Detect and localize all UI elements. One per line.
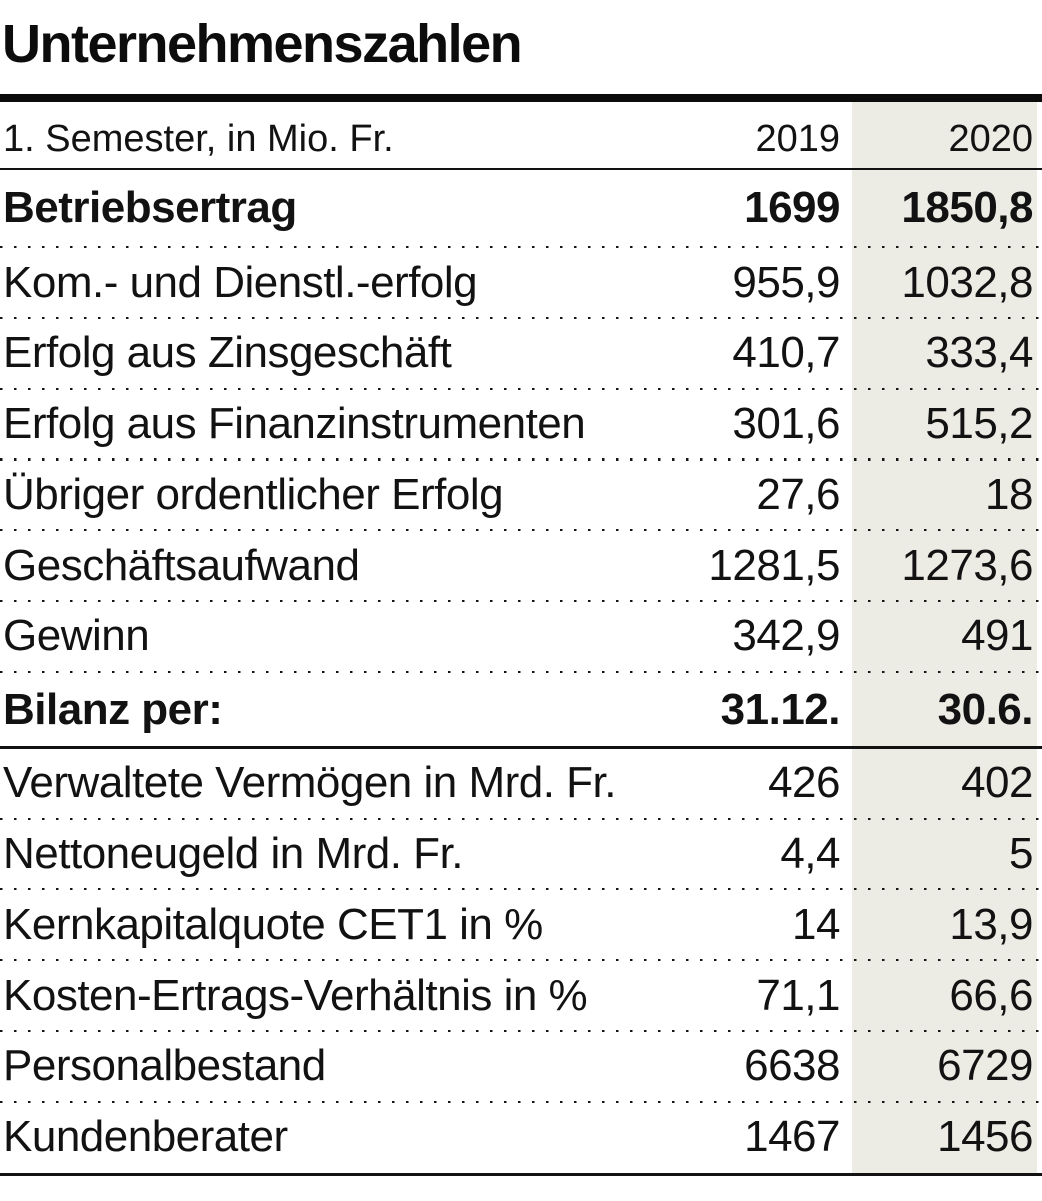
row-label: Kom.- und Dienstl.-erfolg xyxy=(3,257,478,307)
table-row-erfolg-zinsgeschaeft: Erfolg aus Zinsgeschäft 410,7 333,4 xyxy=(0,318,1042,390)
table-row-uebriger-erfolg: Übriger ordentlicher Erfolg 27,6 18 xyxy=(0,460,1042,532)
row-label: Personalbestand xyxy=(3,1041,326,1091)
value-2019: 410,7 xyxy=(732,328,840,378)
row-label: Verwaltete Vermögen in Mrd. Fr. xyxy=(3,758,617,808)
table-row-erfolg-finanzinstrumente: Erfolg aus Finanzinstrumenten 301,6 515,… xyxy=(0,389,1042,461)
value-2020: 1456 xyxy=(937,1112,1033,1162)
value-2019: 426 xyxy=(768,758,840,808)
row-label: Bilanz per: xyxy=(3,684,223,734)
value-2019: 71,1 xyxy=(756,970,840,1020)
column-header-2019: 2019 xyxy=(755,118,840,161)
table-header-row: 1. Semester, in Mio. Fr. 2019 2020 xyxy=(0,102,1042,171)
value-2019: 31.12. xyxy=(720,684,841,734)
table-unit-label: 1. Semester, in Mio. Fr. xyxy=(3,118,394,161)
row-label: Kosten-Ertrags-Verhältnis in % xyxy=(3,970,588,1020)
row-label: Kernkapitalquote CET1 in % xyxy=(3,899,543,949)
table-row-gewinn: Gewinn 342,9 491 xyxy=(0,601,1042,673)
value-2020: 515,2 xyxy=(925,399,1033,449)
value-2019: 14 xyxy=(792,899,840,949)
value-2020: 1273,6 xyxy=(901,540,1033,590)
row-label: Betriebsertrag xyxy=(3,183,297,233)
row-label: Gewinn xyxy=(3,611,150,661)
page-title: Unternehmenszahlen xyxy=(2,14,523,74)
figures-table: 1. Semester, in Mio. Fr. 2019 2020 Betri… xyxy=(0,102,1042,1176)
value-2020: 1032,8 xyxy=(901,257,1033,307)
value-2020: 13,9 xyxy=(949,899,1033,949)
value-2020: 491 xyxy=(961,611,1033,661)
table-row-kom-dienstl-erfolg: Kom.- und Dienstl.-erfolg 955,9 1032,8 xyxy=(0,247,1042,319)
row-label: Kundenberater xyxy=(3,1112,288,1162)
value-2020: 1850,8 xyxy=(901,183,1033,233)
value-2019: 6638 xyxy=(744,1041,840,1091)
row-label: Erfolg aus Finanzinstrumenten xyxy=(3,399,586,449)
value-2020: 66,6 xyxy=(949,970,1033,1020)
table-row-nettoneugeld: Nettoneugeld in Mrd. Fr. 4,4 5 xyxy=(0,819,1042,891)
top-rule xyxy=(0,94,1042,103)
value-2019: 342,9 xyxy=(732,611,840,661)
value-2019: 1281,5 xyxy=(708,540,840,590)
value-2019: 27,6 xyxy=(756,469,840,519)
value-2020: 333,4 xyxy=(925,328,1033,378)
value-2019: 4,4 xyxy=(780,829,840,879)
value-2020: 18 xyxy=(985,469,1033,519)
table-row-kernkapitalquote: Kernkapitalquote CET1 in % 14 13,9 xyxy=(0,889,1042,962)
row-label: Übriger ordentlicher Erfolg xyxy=(3,469,504,519)
table-row-verwaltete-vermoegen: Verwaltete Vermögen in Mrd. Fr. 426 402 xyxy=(0,748,1042,820)
value-2019: 955,9 xyxy=(732,257,840,307)
value-2020: 5 xyxy=(1009,829,1033,879)
value-2020: 6729 xyxy=(937,1041,1033,1091)
value-2020: 402 xyxy=(961,758,1033,808)
highlight-column-2020 xyxy=(852,102,1037,1173)
table-row-kundenberater: Kundenberater 1467 1456 xyxy=(0,1102,1042,1173)
row-label: Erfolg aus Zinsgeschäft xyxy=(3,328,452,378)
table-row-betriebsertrag: Betriebsertrag 1699 1850,8 xyxy=(0,169,1042,249)
table-row-bilanz-per: Bilanz per: 31.12. 30.6. xyxy=(0,672,1042,749)
table-row-kosten-ertrags-verhaeltnis: Kosten-Ertrags-Verhältnis in % 71,1 66,6 xyxy=(0,960,1042,1032)
value-2019: 301,6 xyxy=(732,399,840,449)
row-label: Geschäftsaufwand xyxy=(3,540,360,590)
value-2020: 30.6. xyxy=(937,684,1034,734)
row-label: Nettoneugeld in Mrd. Fr. xyxy=(3,829,464,879)
table-row-geschaeftsaufwand: Geschäftsaufwand 1281,5 1273,6 xyxy=(0,530,1042,602)
value-2019: 1699 xyxy=(744,183,840,233)
table-row-personalbestand: Personalbestand 6638 6729 xyxy=(0,1031,1042,1103)
column-header-2020: 2020 xyxy=(948,118,1033,161)
value-2019: 1467 xyxy=(744,1112,840,1162)
